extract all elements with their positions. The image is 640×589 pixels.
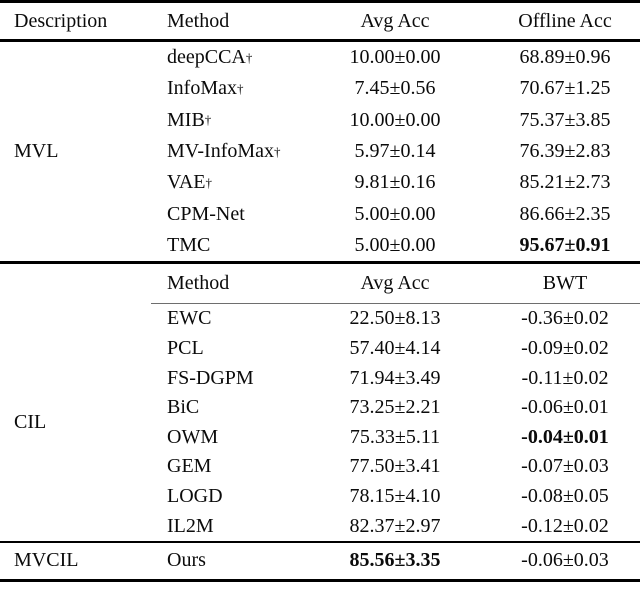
bwt-cell: -0.06±0.01 [521, 396, 609, 419]
method-cell: GEM [167, 455, 212, 478]
bwt-cell: -0.08±0.05 [521, 484, 609, 507]
header-bwt: BWT [542, 271, 588, 294]
top-rule [0, 0, 640, 3]
method-cell: FS-DGPM [167, 366, 254, 389]
offline-acc-cell: 75.37±3.85 [519, 108, 611, 131]
avg-acc-cell: 77.50±3.41 [349, 455, 441, 478]
method-cell: CPM-Net [167, 202, 245, 225]
method-cell: OWM [167, 425, 219, 448]
cil-header-row: Method Avg Acc BWT [0, 264, 640, 303]
avg-acc-cell: 57.40±4.14 [349, 336, 441, 359]
avg-acc-cell: 10.00±0.00 [349, 108, 441, 131]
ours-bwt-cell: -0.06±0.03 [521, 549, 609, 572]
bwt-cell: -0.12±0.02 [521, 514, 609, 537]
cil-section: CIL EWC 22.50±8.13 -0.36±0.02 PCL 57.40±… [0, 304, 640, 541]
avg-acc-cell: 5.97±0.14 [354, 140, 436, 163]
cil-section-label: CIL [14, 410, 47, 433]
method-cell: EWC [167, 307, 212, 330]
avg-acc-cell: 22.50±8.13 [349, 307, 441, 330]
avg-acc-cell: 78.15±4.10 [349, 484, 441, 507]
method-cell: LOGD [167, 484, 223, 507]
method-cell: InfoMax † [167, 77, 244, 100]
header-avg-acc: Avg Acc [360, 9, 430, 32]
avg-acc-cell: 9.81±0.16 [354, 171, 436, 194]
method-cell: MIB † [167, 108, 212, 131]
bwt-cell: -0.07±0.03 [521, 455, 609, 478]
avg-acc-cell: 73.25±2.21 [349, 396, 441, 419]
method-cell: BiC [167, 396, 200, 419]
mvcil-label: MVCIL [14, 549, 79, 572]
avg-acc-cell: 5.00±0.00 [354, 202, 436, 225]
ours-avg-acc-cell: 85.56±3.35 [349, 549, 441, 572]
bwt-cell: -0.11±0.02 [521, 366, 609, 389]
bwt-cell: -0.36±0.02 [521, 307, 609, 330]
bwt-cell-best: -0.04±0.01 [521, 425, 609, 448]
method-cell: VAE † [167, 171, 213, 194]
avg-acc-cell: 10.00±0.00 [349, 46, 441, 69]
final-divider-rule [0, 540, 640, 543]
section-divider-rule [0, 261, 640, 264]
avg-acc-cell: 5.00±0.00 [354, 233, 436, 256]
method-cell: TMC [167, 233, 211, 256]
header-avg-acc-2: Avg Acc [360, 271, 430, 294]
bottom-rule [0, 578, 640, 582]
avg-acc-cell: 82.37±2.97 [349, 514, 441, 537]
method-cell: MV-InfoMax † [167, 140, 281, 163]
partial-header-rule [151, 302, 640, 305]
method-cell: IL2M [167, 514, 214, 537]
offline-acc-cell: 76.39±2.83 [519, 140, 611, 163]
mvl-section: MVL deepCCA † 10.00±0.00 68.89±0.96 InfoM… [0, 42, 640, 261]
ours-method-cell: Ours [167, 549, 206, 572]
header-description: Description [14, 9, 108, 32]
mvcil-row: MVCIL Ours 85.56±3.35 -0.06±0.03 [0, 543, 640, 579]
bwt-cell: -0.09±0.02 [521, 336, 609, 359]
offline-acc-cell: 68.89±0.96 [519, 46, 611, 69]
method-cell: deepCCA † [167, 46, 253, 69]
offline-acc-cell: 85.21±2.73 [519, 171, 611, 194]
offline-acc-cell: 70.67±1.25 [519, 77, 611, 100]
header-method: Method [167, 9, 230, 32]
avg-acc-cell: 71.94±3.49 [349, 366, 441, 389]
table-header-row: Description Method Avg Acc Offline Acc [0, 3, 640, 39]
avg-acc-cell: 7.45±0.56 [354, 77, 436, 100]
header-rule [0, 39, 640, 42]
header-method-2: Method [167, 271, 230, 294]
header-offline-acc: Offline Acc [518, 9, 612, 32]
offline-acc-cell: 86.66±2.35 [519, 202, 611, 225]
method-cell: PCL [167, 336, 204, 359]
mvl-section-label: MVL [14, 140, 59, 163]
offline-acc-cell-best: 95.67±0.91 [519, 233, 611, 256]
avg-acc-cell: 75.33±5.11 [349, 425, 441, 448]
